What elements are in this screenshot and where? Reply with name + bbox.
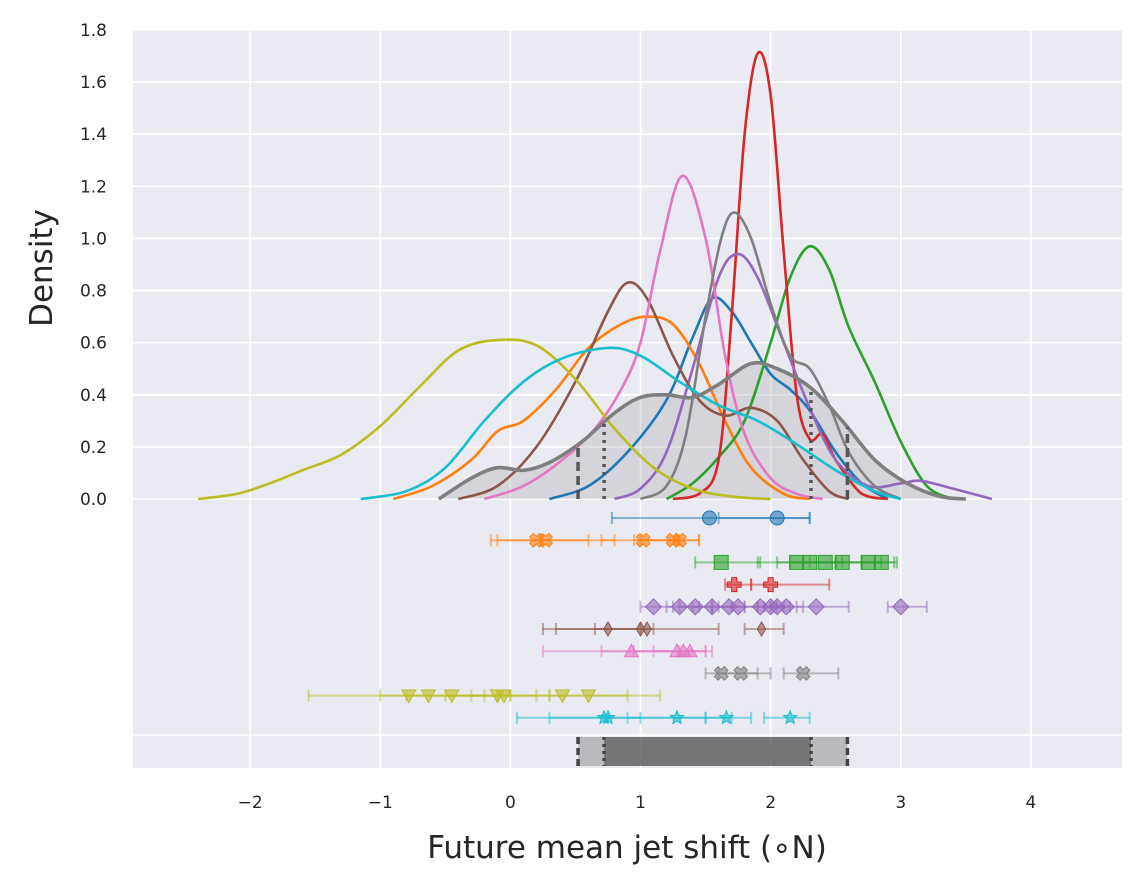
x-tick-label: 4 xyxy=(1025,793,1036,813)
combined-density-curve xyxy=(437,360,966,501)
y-tick-label: 1.0 xyxy=(80,229,107,249)
density-curve xyxy=(197,338,771,501)
y-tick-label: 0.2 xyxy=(80,438,107,458)
y-tick-label: 0.4 xyxy=(80,386,107,406)
marker-star xyxy=(669,709,685,725)
model-row xyxy=(694,554,898,570)
marker-square xyxy=(873,554,889,570)
marker-diamond xyxy=(777,598,795,616)
density-curve xyxy=(360,346,902,501)
density-curve xyxy=(483,174,823,501)
marker-star xyxy=(718,709,735,725)
model-row xyxy=(724,577,831,593)
marker-x xyxy=(672,532,688,548)
y-tick-label: 1.4 xyxy=(80,125,107,145)
marker-triangle-down xyxy=(496,689,512,704)
marker-triangle-up xyxy=(682,643,698,658)
y-tick-label: 1.8 xyxy=(80,21,107,41)
marker-circle xyxy=(701,510,717,526)
marker-plus xyxy=(726,577,742,593)
main-plot-background xyxy=(133,30,1122,499)
density-curve xyxy=(639,211,902,501)
marker-x-shape xyxy=(733,665,749,681)
marker-diamond xyxy=(807,598,825,616)
combined-density-fill xyxy=(438,362,966,499)
marker-square xyxy=(713,554,729,570)
density-curves xyxy=(197,50,993,501)
marker-plus xyxy=(763,577,779,593)
model-points-panel xyxy=(307,510,928,725)
density-curve xyxy=(457,280,850,501)
marker-star xyxy=(782,709,799,725)
range-markers xyxy=(576,388,850,499)
inner-range-box xyxy=(604,737,811,766)
marker-thin-diamond xyxy=(756,621,767,637)
marker-diamond xyxy=(892,598,910,616)
marker-star xyxy=(600,709,616,725)
model-row xyxy=(515,709,811,725)
model-row xyxy=(307,689,662,704)
model-row xyxy=(541,643,714,658)
x-tick-label: 1 xyxy=(635,793,646,813)
y-tick-label: 1.6 xyxy=(80,73,107,93)
x-tick-label: −1 xyxy=(368,793,393,813)
model-row xyxy=(610,510,811,526)
model-row xyxy=(541,621,785,637)
marker-x-shape xyxy=(795,665,811,681)
marker-thin-diamond xyxy=(642,621,652,637)
x-tick-label: 2 xyxy=(765,793,776,813)
marker-x-shape xyxy=(672,532,688,548)
x-tick-label: −2 xyxy=(238,793,263,813)
marker-triangle-down xyxy=(580,689,597,704)
density-curve xyxy=(392,315,810,501)
combined-density-area xyxy=(438,362,966,499)
model-row xyxy=(639,598,928,616)
marker-diamond xyxy=(729,598,747,616)
tick-labels: −2 −1 0 1 2 3 4 0.0 0.2 0.4 0.6 0.8 1.0 1.2 1.4 1.6 1.8 xyxy=(80,21,1036,813)
x-tick-label: 3 xyxy=(895,793,906,813)
x-tick-label: 0 xyxy=(505,793,516,813)
y-axis-label: Density xyxy=(24,209,60,327)
marker-diamond xyxy=(644,598,663,616)
marker-x-shape xyxy=(538,532,554,548)
y-tick-label: 0.0 xyxy=(80,490,107,510)
y-tick-label: 0.8 xyxy=(80,282,107,302)
density-curve xyxy=(672,50,889,501)
y-tick-label: 1.2 xyxy=(80,177,107,197)
model-row xyxy=(704,665,840,681)
y-tick-label: 0.6 xyxy=(80,334,107,354)
x-axis-label: Future mean jet shift (∘N) xyxy=(427,830,827,866)
marker-circle xyxy=(769,510,785,526)
marker-x xyxy=(538,532,554,548)
marker-x xyxy=(795,665,811,681)
range-bar xyxy=(576,737,850,766)
marker-x xyxy=(733,665,749,681)
model-row xyxy=(489,532,701,548)
